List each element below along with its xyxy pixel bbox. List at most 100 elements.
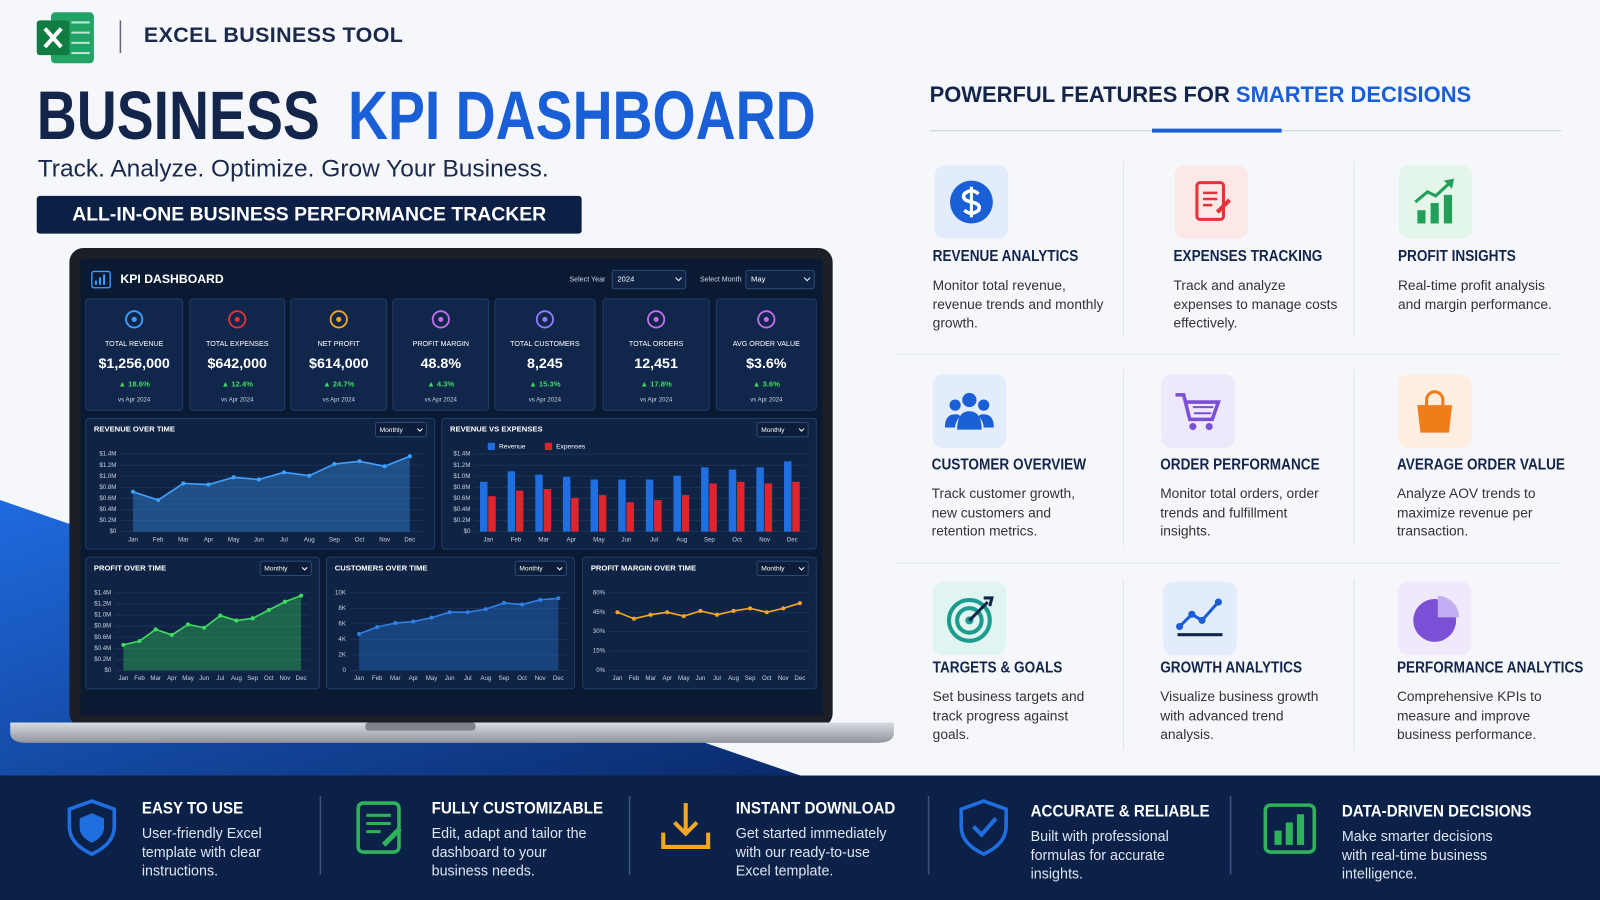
bar — [709, 483, 717, 532]
y-tick-label: $0.8M — [453, 484, 470, 491]
period-select[interactable] — [514, 560, 567, 577]
kpi-name: TOTAL EXPENSES — [206, 340, 269, 348]
y-tick-label: $0 — [110, 528, 117, 535]
decoration — [1263, 803, 1317, 854]
legend-label: Revenue — [499, 444, 526, 451]
point — [181, 481, 186, 486]
kpi-compare: vs Apr 2024 — [425, 397, 458, 404]
x-tick-label: Aug — [728, 675, 739, 682]
y-tick-label: $0.6M — [94, 634, 111, 641]
decoration — [71, 21, 90, 55]
decoration — [1398, 165, 1473, 239]
decoration — [1437, 595, 1460, 618]
legend-swatch — [544, 442, 553, 450]
point — [231, 475, 236, 480]
kpi-name: TOTAL ORDERS — [629, 340, 684, 348]
kpi-card — [189, 298, 286, 411]
bar — [507, 471, 516, 532]
point — [781, 606, 786, 611]
x-tick-label: Sep — [329, 536, 340, 543]
period-select[interactable] — [374, 421, 428, 438]
bar — [673, 475, 681, 532]
point — [648, 612, 653, 617]
point — [429, 615, 434, 620]
x-tick-label: Nov — [535, 675, 547, 682]
point — [483, 607, 488, 612]
y-tick-label: 2K — [338, 652, 345, 659]
y-tick-label: 0% — [596, 667, 605, 674]
benefit-title: INSTANT DOWNLOAD — [735, 798, 896, 818]
x-tick-label: Sep — [499, 675, 510, 682]
legend-swatch — [487, 442, 495, 450]
decoration — [381, 826, 402, 847]
kpi-icon-dot — [234, 316, 240, 322]
tagline: Track. Analyze. Optimize. Grow Your Busi… — [37, 155, 549, 183]
feature-text: Track customer growth, new customers and… — [931, 485, 1076, 539]
bar — [764, 483, 773, 532]
x-tick-label: May — [678, 675, 690, 682]
bar — [792, 481, 800, 532]
y-tick-label: $0.6M — [99, 495, 116, 502]
decoration — [1414, 181, 1452, 204]
kpi-icon — [228, 310, 247, 329]
decoration — [1189, 422, 1197, 431]
chart-title: PROFIT OVER TIME — [94, 563, 166, 572]
period-select[interactable] — [756, 421, 809, 438]
period-select[interactable] — [259, 560, 312, 577]
decoration — [1274, 830, 1282, 845]
kpi-icon-dot — [542, 316, 548, 322]
decoration — [1443, 194, 1453, 224]
feature-grid — [895, 161, 1562, 750]
decoration — [1205, 422, 1213, 431]
chart-title: PROFIT MARGIN OVER TIME — [591, 563, 696, 572]
decoration — [94, 274, 106, 285]
area — [123, 595, 302, 671]
kpi-change: ▲ 3.6% — [753, 380, 780, 389]
bar — [626, 502, 634, 532]
x-tick-label: Jul — [280, 536, 288, 543]
point — [748, 606, 753, 611]
x-tick-label: May — [593, 536, 605, 543]
x-tick-label: Dec — [553, 675, 564, 682]
decoration — [1285, 822, 1293, 845]
point — [307, 473, 312, 478]
chart-title: CUSTOMERS OVER TIME — [335, 563, 428, 572]
dashboard-icon — [91, 270, 111, 289]
decoration — [1417, 405, 1453, 433]
year-select[interactable] — [611, 269, 687, 290]
point — [137, 639, 142, 644]
decoration — [1430, 203, 1439, 224]
x-tick-label: Jul — [464, 675, 472, 682]
dashboard-title: KPI DASHBOARD — [120, 272, 223, 286]
chart-title: REVENUE VS EXPENSES — [450, 425, 543, 434]
feature-title: EXPENSES TRACKING — [1173, 247, 1323, 266]
bar — [571, 497, 579, 532]
bar — [784, 461, 792, 532]
bar — [515, 490, 524, 532]
kpi-icon — [125, 310, 144, 329]
kpi-change: ▲ 12.4% — [222, 380, 254, 389]
x-tick-label: Jan — [483, 536, 493, 543]
feature-text: Monitor total orders, order trends and f… — [1160, 485, 1319, 539]
kpi-name: TOTAL REVENUE — [105, 340, 164, 348]
point — [665, 610, 670, 615]
period-select[interactable] — [756, 560, 809, 577]
benefit-title: FULLY CUSTOMIZABLE — [431, 798, 604, 818]
feature-text: Real-time profit analysis and margin per… — [1397, 277, 1552, 312]
x-tick-label: Apr — [662, 675, 672, 682]
point — [282, 599, 287, 604]
bar — [543, 488, 552, 532]
y-tick-label: $1.4M — [94, 589, 111, 596]
x-tick-label: Apr — [204, 536, 214, 543]
chart-title: REVENUE OVER TIME — [94, 425, 175, 434]
point — [615, 610, 620, 615]
decoration — [1195, 181, 1225, 221]
kpi-name: PROFIT MARGIN — [413, 340, 469, 348]
benefit-text: Edit, adapt and tailor the dashboard to … — [431, 824, 587, 879]
x-tick-label: Jul — [216, 675, 224, 682]
x-tick-label: Jul — [713, 675, 721, 682]
y-tick-label: $0.8M — [99, 484, 116, 491]
month-select[interactable] — [745, 269, 815, 290]
point — [266, 607, 271, 613]
